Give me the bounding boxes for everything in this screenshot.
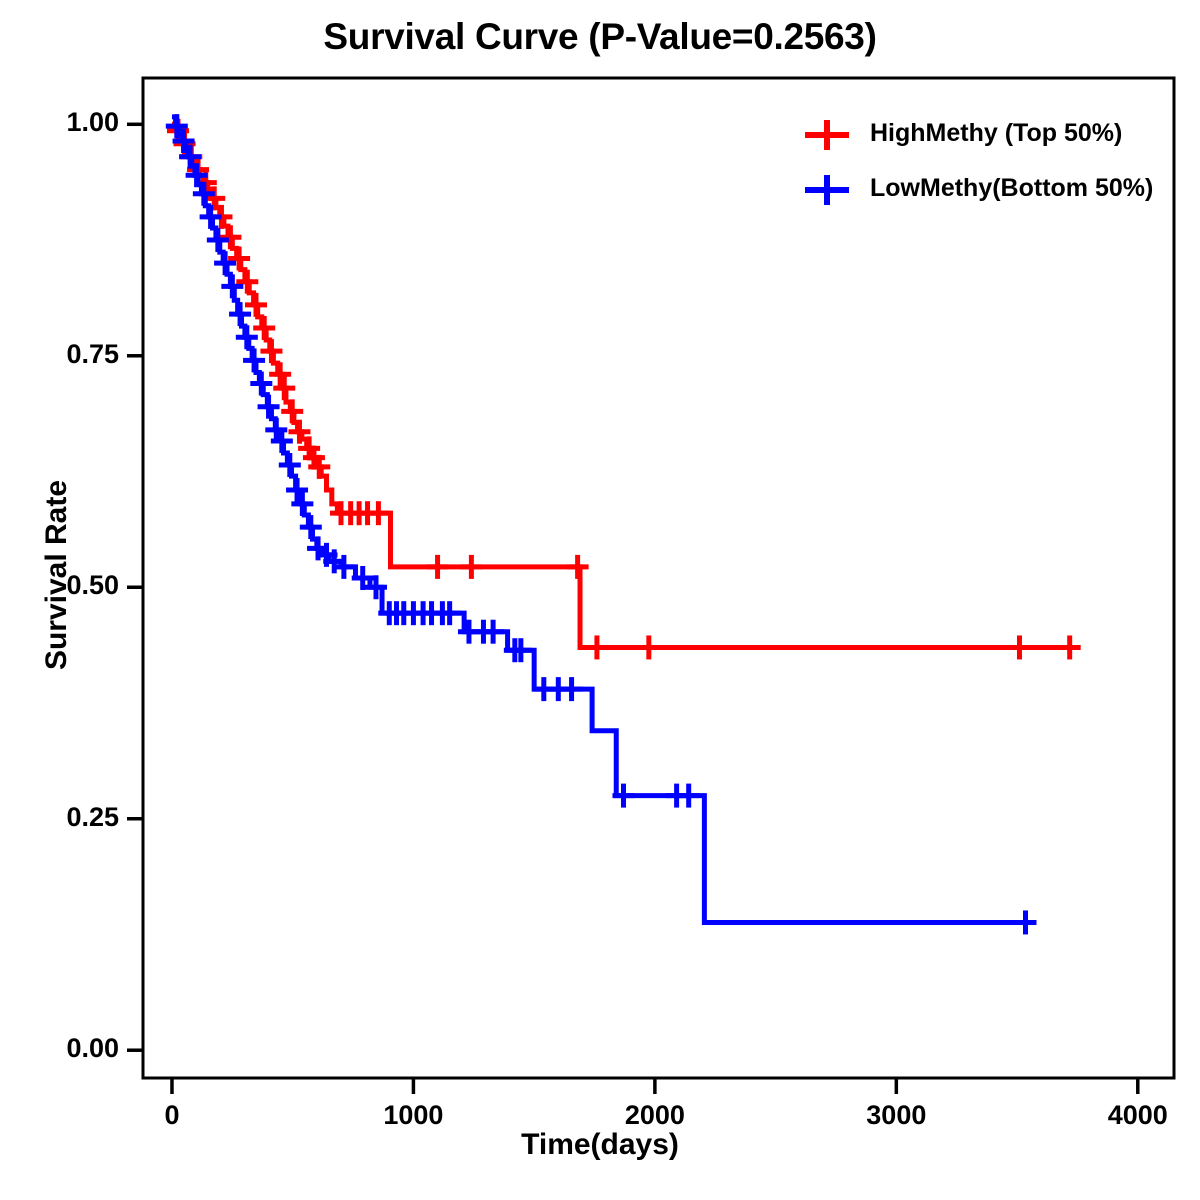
x-tick-label-1: 1000 [383,1100,444,1130]
step-line [171,114,1028,925]
plot-frame [141,76,1176,1080]
legend-markers [805,120,849,205]
page-title: Survival Curve (P-Value=0.2563) [323,16,877,57]
x-axis-title: Time(days) [521,1128,679,1161]
y-tick-label-3: 0.75 [66,338,119,369]
legend-label-1[interactable]: LowMethy(Bottom 50%) [870,174,1154,202]
y-tick-label-2: 0.50 [66,570,119,601]
x-tick-label-2: 2000 [624,1100,685,1130]
y-axis-ticks [127,122,143,1052]
x-axis-ticks [170,1078,1140,1094]
x-tick-label-4: 4000 [1107,1100,1168,1130]
censor-marks [165,114,1037,935]
x-tick-label-3: 3000 [866,1100,927,1130]
y-tick-label-1: 0.25 [66,801,119,832]
legend-marker-1[interactable] [805,175,849,205]
series-layer [165,114,1081,935]
y-tick-label-4: 1.00 [66,107,119,138]
y-tick-label-0: 0.00 [66,1033,119,1064]
x-tick-label-0: 0 [164,1100,180,1130]
legend-marker-0[interactable] [805,120,849,150]
series-low-methy [165,114,1037,935]
legend-label-0[interactable]: HighMethy (Top 50%) [870,119,1123,147]
